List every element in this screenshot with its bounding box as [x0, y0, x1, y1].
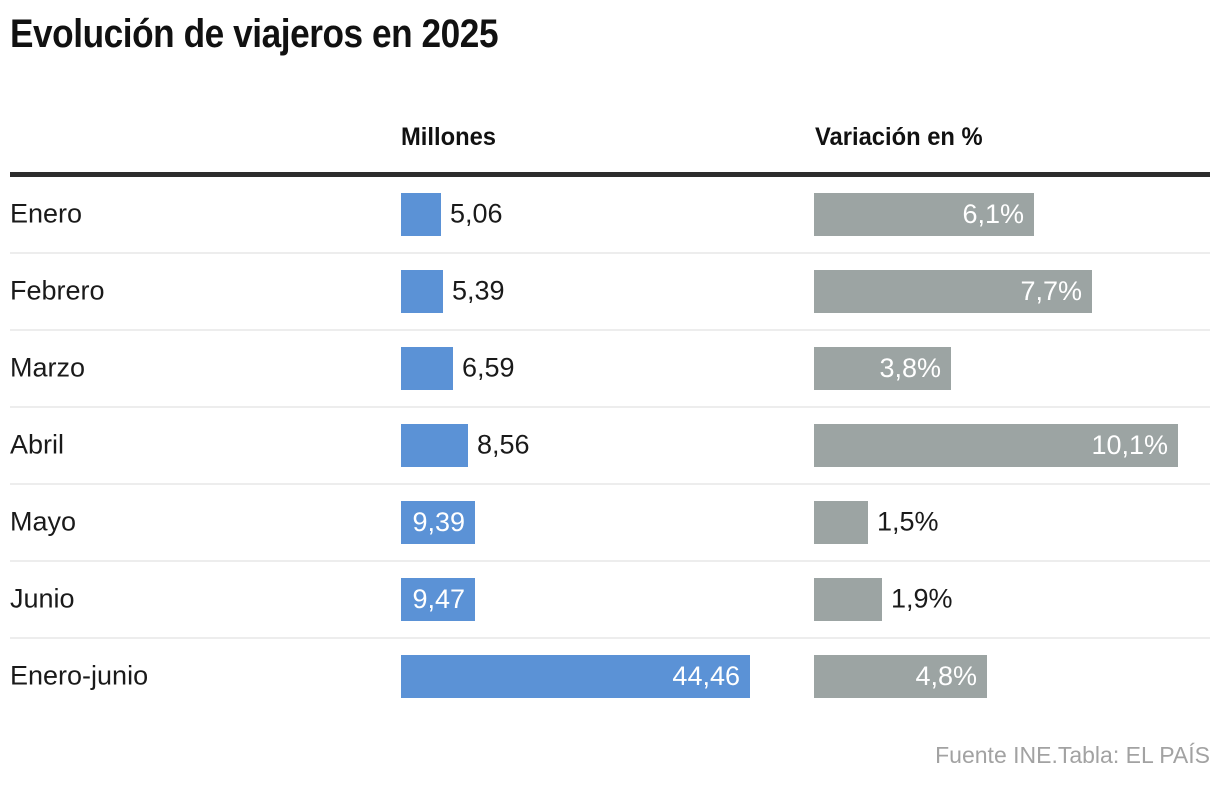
value-label: 5,39 — [452, 275, 505, 306]
value-label: 5,06 — [450, 198, 503, 229]
table-row: Febrero 5,39 7,7% — [10, 254, 1210, 331]
variation-bar: 4,8% — [814, 655, 987, 698]
variation-bar: 6,1% — [814, 193, 1034, 236]
value-label: 7,7% — [1020, 276, 1082, 306]
row-label: Junio — [10, 583, 75, 614]
millions-bar: 9,47 — [401, 578, 475, 621]
millions-bar — [401, 347, 453, 390]
table-row: Enero 5,06 6,1% — [10, 177, 1210, 254]
millions-bar — [401, 270, 443, 313]
row-label: Abril — [10, 429, 65, 460]
variation-bar — [814, 578, 882, 621]
value-label: 4,8% — [915, 661, 977, 691]
row-label: Enero-junio — [10, 660, 149, 691]
column-header-variacion: Variación en % — [815, 123, 983, 151]
millions-bar: 9,39 — [401, 501, 475, 544]
variation-bar: 10,1% — [814, 424, 1178, 467]
table-row: Enero-junio 44,46 4,8% — [10, 639, 1210, 719]
value-label: 1,9% — [891, 583, 953, 614]
table-row: Junio 9,47 1,9% — [10, 562, 1210, 639]
table-row: Abril 8,56 10,1% — [10, 408, 1210, 485]
row-label: Enero — [10, 198, 83, 229]
header-rule — [10, 172, 1210, 177]
value-label: 9,47 — [412, 584, 465, 614]
value-label: 6,1% — [962, 199, 1024, 229]
variation-bar — [814, 501, 868, 544]
source-credit: Fuente INE.Tabla: EL PAÍS — [935, 742, 1210, 768]
variation-bar: 3,8% — [814, 347, 951, 390]
value-label: 8,56 — [477, 429, 530, 460]
table-row: Mayo 9,39 1,5% — [10, 485, 1210, 562]
value-label: 1,5% — [877, 506, 939, 537]
value-label: 6,59 — [462, 352, 515, 383]
millions-bar: 44,46 — [401, 655, 750, 698]
value-label: 10,1% — [1091, 430, 1168, 460]
millions-bar — [401, 193, 441, 236]
table-row: Marzo 6,59 3,8% — [10, 331, 1210, 408]
value-label: 44,46 — [672, 661, 740, 691]
table-body: Enero 5,06 6,1% Febrero 5,39 7,7% Marzo 6,59 3,8… — [10, 177, 1210, 719]
value-label: 3,8% — [879, 353, 941, 383]
value-label: 9,39 — [412, 507, 465, 537]
row-label: Mayo — [10, 506, 77, 537]
row-label: Marzo — [10, 352, 86, 383]
millions-bar — [401, 424, 468, 467]
chart-title: Evolución de viajeros en 2025 — [10, 12, 499, 56]
variation-bar: 7,7% — [814, 270, 1092, 313]
column-header-millones: Millones — [401, 123, 497, 151]
row-label: Febrero — [10, 275, 105, 306]
